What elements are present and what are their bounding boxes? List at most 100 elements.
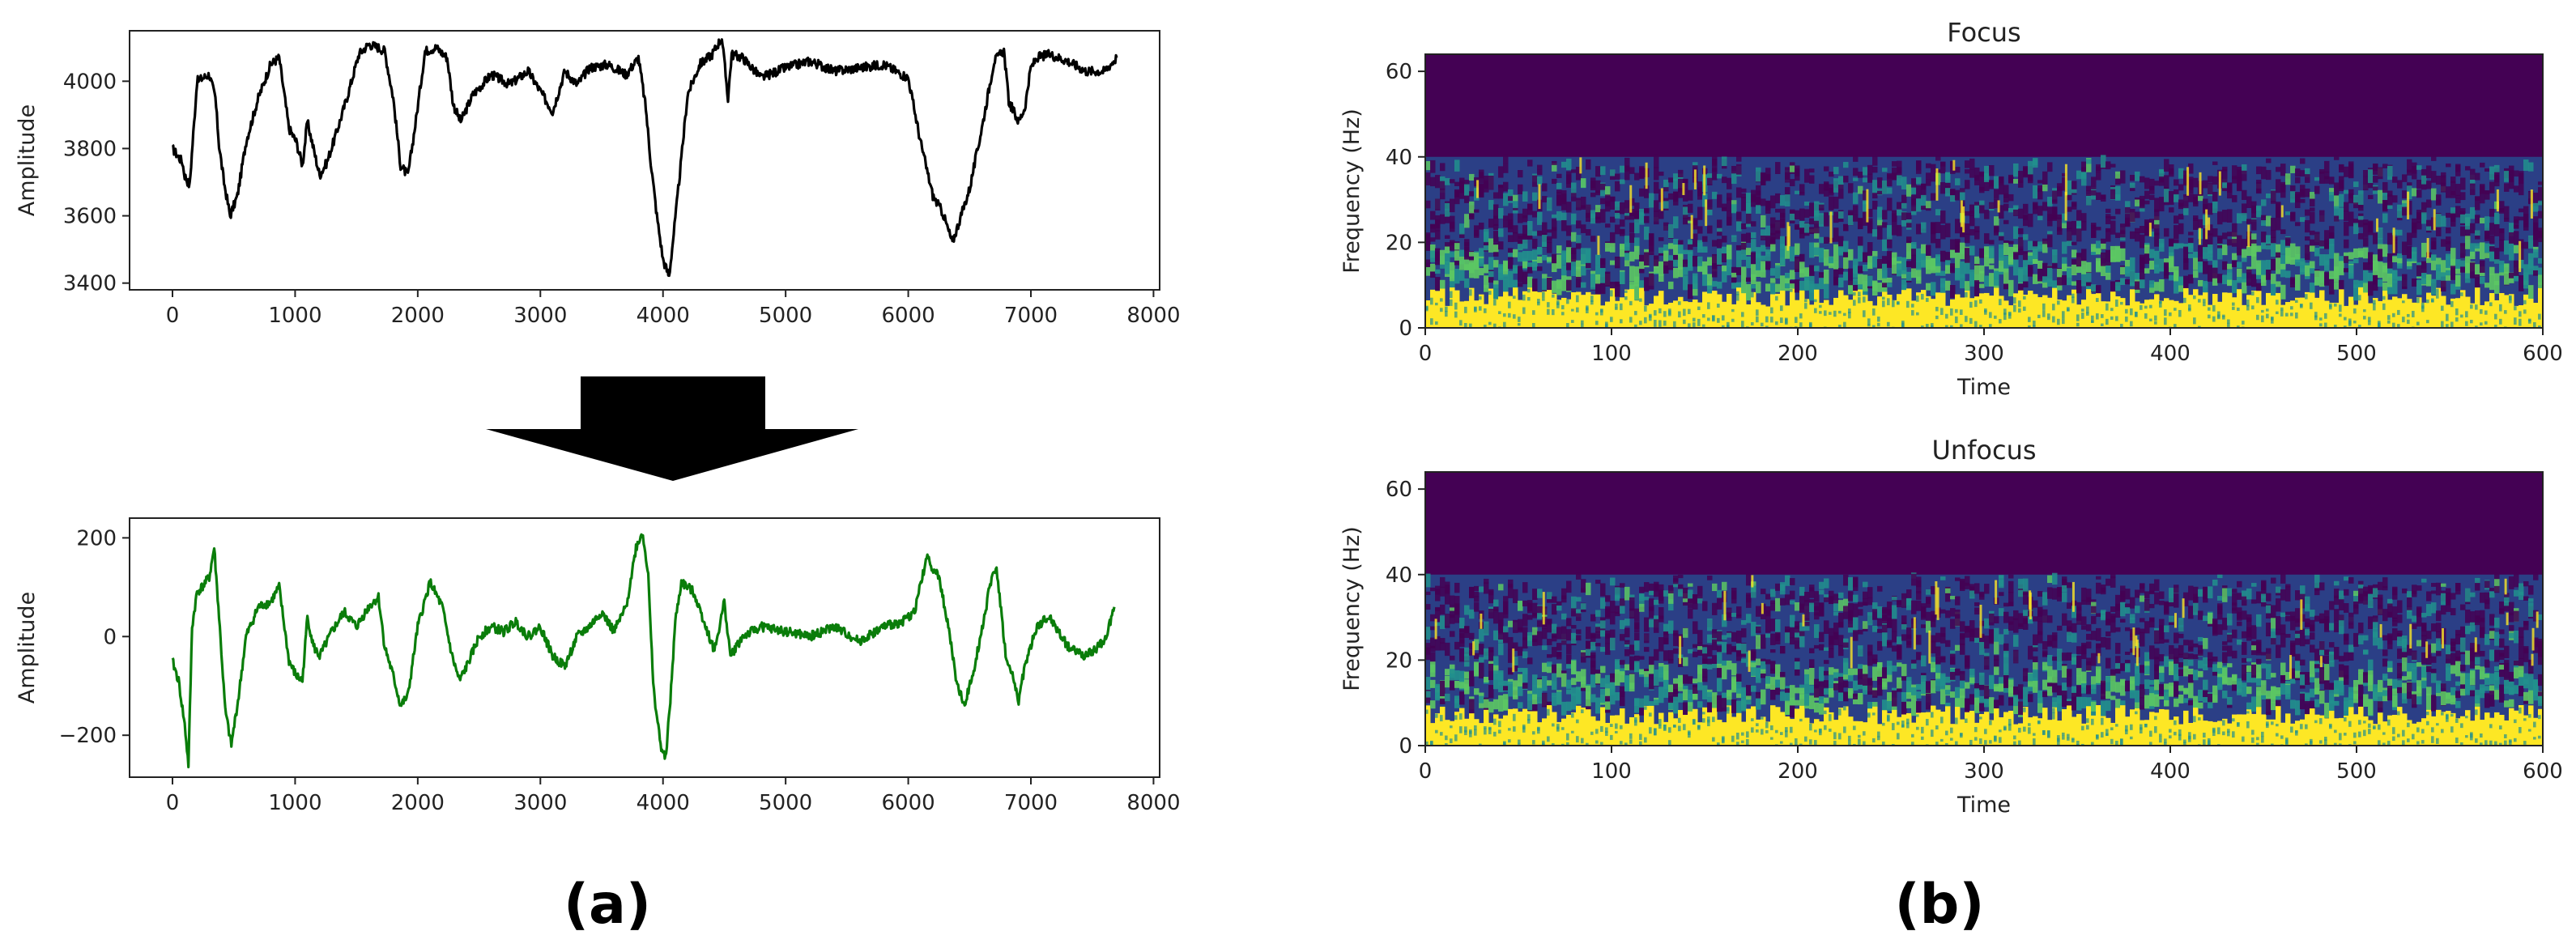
focus-speckle — [2047, 267, 2053, 283]
focus-speckle — [2353, 321, 2357, 324]
focus-speckle — [1848, 312, 1851, 319]
unfocus-speckle — [1454, 641, 1460, 650]
focus-speckle — [1984, 173, 1990, 183]
unfocus-speckle — [1576, 609, 1582, 618]
unfocus-speckle — [2008, 592, 2014, 606]
focus-speckle — [1756, 309, 1759, 316]
focus-speckle — [1770, 244, 1776, 252]
focus-speckle — [1717, 317, 1720, 323]
unfocus-speckle — [1513, 589, 1518, 604]
unfocus-speckle — [1484, 621, 1489, 636]
focus-speckle — [2237, 213, 2242, 223]
focus-speckle — [2538, 325, 2541, 328]
focus-speckle — [1503, 274, 1509, 280]
unfocus-speckle — [1916, 714, 1919, 717]
focus-speckle — [2086, 193, 2092, 206]
focus-speckle — [1474, 225, 1480, 233]
focus-speckle — [1722, 203, 1727, 210]
focus-streak — [2496, 189, 2499, 212]
focus-speckle — [2057, 214, 2063, 219]
unfocus-speckle — [1581, 588, 1586, 593]
unfocus-speckle — [1552, 692, 1557, 697]
unfocus-speckle — [1829, 680, 1834, 695]
unfocus-speckle — [1450, 595, 1455, 606]
focus-speckle — [1761, 215, 1766, 227]
focus-speckle — [1654, 200, 1659, 212]
focus-speckle — [1474, 209, 1480, 213]
focus-speckle — [2509, 232, 2514, 244]
unfocus-speckle — [1498, 672, 1504, 686]
focus-speckle — [1440, 214, 1446, 224]
focus-speckle — [2071, 189, 2077, 193]
focus-speckle — [2115, 173, 2121, 185]
focus-speckle — [2256, 297, 2259, 304]
focus-speckle — [2140, 271, 2145, 280]
focus-speckle — [2363, 176, 2369, 191]
focus-speckle — [1790, 213, 1795, 221]
focus-band-low-freq — [2489, 293, 2495, 328]
focus-speckle — [2033, 274, 2038, 284]
unfocus-speckle — [1731, 735, 1735, 742]
unfocus-speckle — [1824, 710, 1827, 715]
focus-speckle — [1712, 240, 1718, 247]
unfocus-speckle — [1634, 719, 1637, 726]
focus-speckle — [2407, 245, 2412, 258]
focus-speckle — [1790, 288, 1793, 292]
focus-speckle — [2120, 241, 2126, 249]
focus-speckle — [2091, 244, 2097, 253]
focus-speckle — [2232, 223, 2238, 237]
focus-speckle — [2067, 221, 2072, 230]
focus-speckle — [1552, 309, 1555, 316]
unfocus-speckle — [1999, 683, 2004, 692]
focus-band-low-freq — [1761, 304, 1766, 328]
focus-speckle — [1707, 302, 1710, 309]
focus-speckle — [1994, 189, 1999, 199]
focus-speckle — [1683, 206, 1688, 218]
unfocus-speckle — [1940, 688, 1946, 704]
unfocus-speckle — [1867, 651, 1873, 666]
focus-speckle — [1484, 264, 1489, 274]
focus-speckle — [2178, 277, 2184, 286]
unfocus-speckle — [2042, 592, 2048, 606]
focus-speckle — [1464, 278, 1470, 288]
focus-band-low-freq — [2198, 295, 2203, 328]
focus-speckle — [2062, 311, 2065, 319]
focus-speckle — [2499, 201, 2505, 206]
focus-speckle — [2523, 216, 2529, 231]
unfocus-speckle — [1688, 702, 1693, 712]
focus-speckle — [1600, 308, 1603, 312]
unfocus-speckle — [1945, 588, 1951, 593]
raw-ylabel: Amplitude — [15, 104, 40, 216]
focus-speckle — [1853, 215, 1859, 222]
focus-speckle — [1658, 274, 1664, 282]
unfocus-speckle — [1450, 605, 1455, 619]
focus-speckle — [1561, 212, 1567, 221]
focus-speckle — [1795, 279, 1800, 293]
unfocus-band-low-freq — [1994, 708, 1999, 746]
focus-speckle — [1518, 236, 1523, 244]
unfocus-speckle — [1843, 598, 1849, 612]
unfocus-speckle — [1620, 598, 1625, 606]
focus-speckle — [1945, 265, 1951, 274]
unfocus-speckle — [1605, 731, 1608, 737]
focus-speckle — [2519, 208, 2524, 213]
unfocus-band-low-freq — [1872, 706, 1878, 746]
unfocus-speckle — [1620, 634, 1625, 641]
unfocus-speckle — [1697, 630, 1703, 644]
focus-speckle — [1887, 283, 1893, 287]
focus-speckle — [2528, 266, 2534, 275]
focus-speckle — [2436, 194, 2442, 205]
unfocus-speckle — [2033, 738, 2036, 746]
unfocus-speckle — [1994, 641, 1999, 655]
unfocus-speckle — [1906, 692, 1912, 699]
focus-speckle — [1833, 269, 1839, 285]
unfocus-speckle — [1824, 660, 1829, 665]
unfocus-speckle — [1445, 693, 1450, 702]
focus-speckle — [1945, 260, 1951, 270]
focus-speckle — [2280, 229, 2286, 235]
unfocus-speckle — [1785, 688, 1790, 693]
focus-speckle — [2484, 232, 2490, 241]
unfocus-speckle — [1518, 627, 1523, 633]
unfocus-speckle — [1717, 631, 1722, 642]
focus-speckle — [1785, 245, 1790, 259]
